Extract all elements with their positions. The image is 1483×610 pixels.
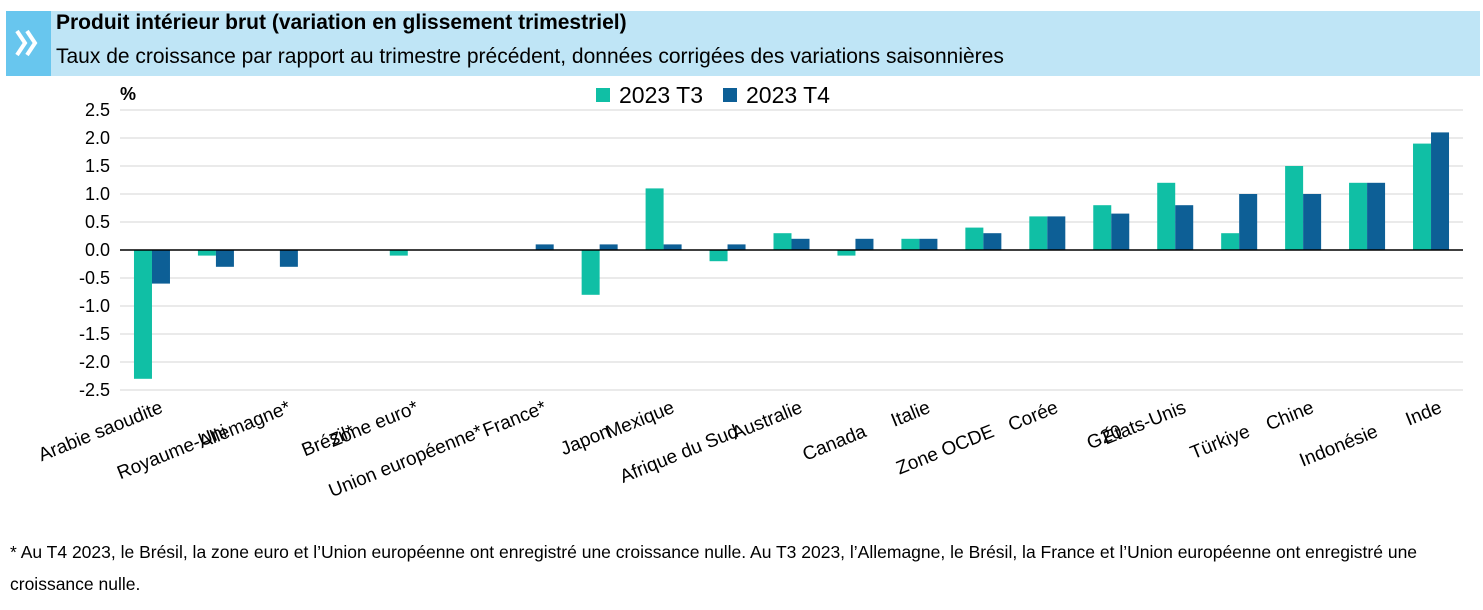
legend-item-t3: 2023 T3	[596, 82, 703, 109]
y-tick-label: 0.0	[85, 240, 110, 260]
y-tick-label: 1.5	[85, 156, 110, 176]
y-tick-label: 0.5	[85, 212, 110, 232]
legend-swatch-t3	[596, 88, 610, 102]
bar-t4	[1303, 194, 1322, 250]
bar-t3	[389, 250, 408, 256]
double-chevron-right-icon	[6, 11, 51, 76]
bar-t3	[709, 250, 728, 262]
bar-t4	[599, 244, 618, 250]
bar-t3	[133, 250, 152, 379]
bar-t3	[1093, 205, 1112, 250]
bar-t3	[837, 250, 856, 256]
bar-t4	[855, 238, 874, 250]
chart-legend: 2023 T3 2023 T4	[596, 82, 850, 108]
bar-t4	[1111, 213, 1130, 250]
legend-swatch-t4	[722, 88, 737, 102]
footnote: * Au T4 2023, le Brésil, la zone euro et…	[10, 542, 1418, 594]
bar-t3	[1349, 182, 1368, 250]
y-tick-label: -2.5	[79, 380, 110, 400]
x-category-label: Corée	[1005, 397, 1061, 436]
bar-t4	[983, 233, 1002, 250]
x-category-label: France*	[480, 397, 550, 442]
bar-t3	[645, 188, 664, 250]
y-tick-label: 2.5	[85, 100, 110, 120]
y-tick-label: 1.0	[85, 184, 110, 204]
chart-subtitle: Taux de croissance par rapport au trimes…	[56, 45, 1004, 68]
x-category-label: Türkiye	[1187, 421, 1253, 464]
bar-t3	[1413, 143, 1432, 250]
bar-chart: 2.52.01.51.00.50.0-0.5-1.0-1.5-2.0-2.5Ar…	[36, 100, 1463, 502]
bar-t4	[279, 250, 298, 267]
y-tick-label: -1.5	[79, 324, 110, 344]
bar-t4	[1367, 182, 1386, 250]
x-category-label: Canada	[800, 421, 870, 466]
bar-t4	[535, 244, 554, 250]
bar-t3	[965, 227, 984, 250]
legend-label-t3: 2023 T3	[619, 81, 703, 108]
legend-item-t4: 2023 T4	[722, 81, 830, 109]
x-category-label: Inde	[1403, 397, 1445, 430]
x-category-label: Italie	[888, 397, 933, 432]
bar-t3	[581, 250, 600, 295]
bar-t3	[1157, 182, 1176, 250]
bar-t4	[663, 244, 682, 250]
y-tick-label: -1.0	[79, 296, 110, 316]
bar-t4	[727, 244, 746, 250]
x-category-label: Australie	[729, 397, 805, 444]
bar-t4	[919, 238, 938, 250]
x-category-label: Chine	[1263, 397, 1317, 435]
y-tick-label: -2.0	[79, 352, 110, 372]
bar-t4	[215, 250, 234, 267]
y-tick-label: -0.5	[79, 268, 110, 288]
bar-t3	[1285, 166, 1304, 250]
bar-t4	[791, 238, 810, 250]
bar-t4	[1239, 194, 1258, 250]
chart-title: Produit intérieur brut (variation en gli…	[56, 11, 627, 34]
x-category-label: Mexique	[603, 397, 677, 443]
bar-t3	[1029, 216, 1048, 250]
bar-t3	[773, 233, 792, 250]
x-category-label: Indonésie	[1297, 421, 1381, 471]
bar-t4	[1175, 205, 1194, 250]
y-tick-label: 2.0	[85, 128, 110, 148]
legend-label-t4: 2023 T4	[745, 81, 830, 108]
x-category-label: Zone OCDE	[893, 421, 997, 479]
bar-t4	[151, 250, 170, 284]
bar-t4	[1431, 132, 1450, 250]
bar-t3	[197, 250, 216, 256]
chart-header	[6, 11, 1480, 76]
y-axis-unit-label: %	[120, 84, 137, 104]
bar-t4	[1047, 216, 1066, 250]
bar-t3	[901, 238, 920, 250]
bar-t3	[1221, 233, 1240, 250]
